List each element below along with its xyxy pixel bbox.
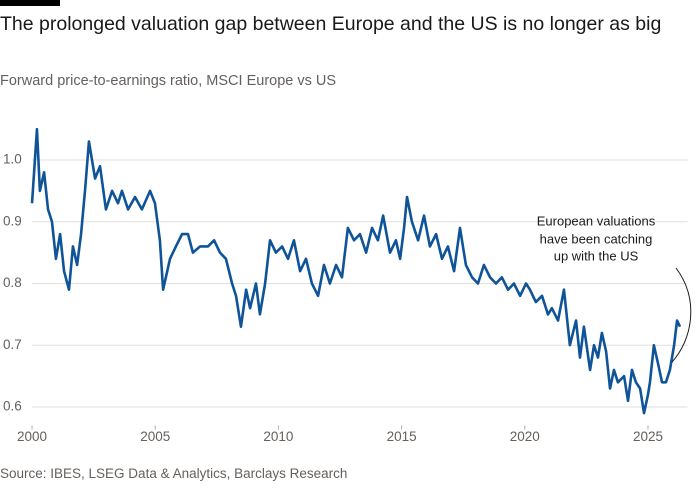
y-tick-label: 0.6 [3, 399, 22, 414]
annotation-arrow [671, 267, 692, 363]
x-tick-label: 2025 [633, 429, 663, 444]
x-tick-label: 2020 [510, 429, 540, 444]
brand-bar [0, 0, 60, 6]
chart-subtitle: Forward price-to-earnings ratio, MSCI Eu… [0, 73, 337, 89]
annotation-line: up with the US [554, 248, 639, 263]
y-tick-label: 0.9 [3, 213, 22, 228]
y-tick-label: 1.0 [3, 152, 22, 167]
x-tick-label: 2010 [263, 429, 293, 444]
plot: 0.6 0.7 0.8 0.9 1.0 2000 2005 2010 2015 2020 2025 [3, 127, 688, 444]
chart-title: The prolonged valuation gap between Euro… [0, 13, 662, 35]
y-tick-label: 0.7 [3, 337, 22, 352]
x-tick-label: 2005 [140, 429, 170, 444]
x-tick-label: 2015 [387, 429, 417, 444]
y-tick-label: 0.8 [3, 275, 22, 290]
x-tick-label: 2000 [17, 429, 47, 444]
annotation: European valuations have been catching u… [537, 213, 692, 363]
annotation-line: have been catching [540, 231, 653, 246]
annotation-line: European valuations [537, 213, 656, 228]
series-line [30, 127, 682, 415]
chart-source: Source: IBES, LSEG Data & Analytics, Bar… [0, 466, 348, 481]
